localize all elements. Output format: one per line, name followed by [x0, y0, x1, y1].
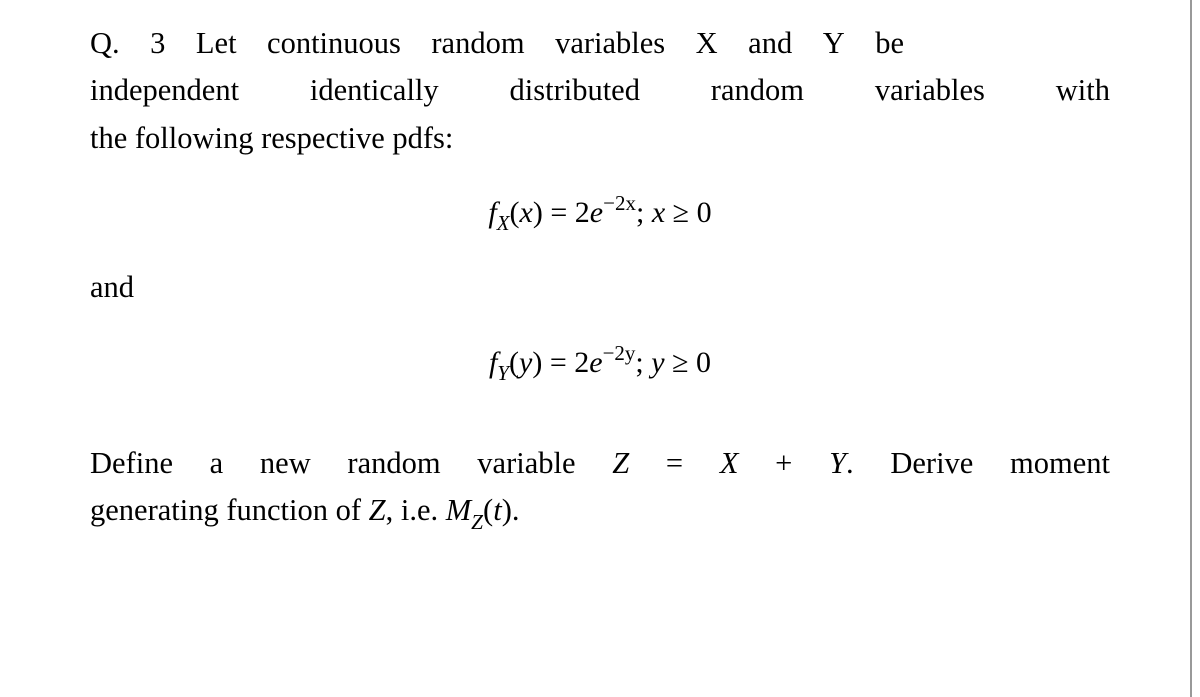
var-Z-2: Z	[369, 493, 386, 527]
var-Z-1: Z	[612, 446, 629, 480]
sym-M: M	[446, 493, 471, 527]
question-line-2: independent identically distributed rand…	[90, 67, 1110, 114]
exp-neg2x: −2x	[603, 191, 636, 215]
eq-3: =	[629, 446, 720, 480]
text-define-1b: Derive moment	[854, 446, 1110, 480]
var-X-rhs: X	[720, 446, 739, 480]
text-and: and	[90, 270, 134, 304]
question-line-1: Q. 3 Let continuous random variables X a…	[90, 20, 1110, 67]
text-q-line3: the following respective pdfs:	[90, 121, 453, 155]
text-q-line1: Q. 3 Let continuous random variables X a…	[90, 26, 904, 60]
lparen-2: (	[509, 346, 519, 379]
var-y-2: y	[651, 346, 664, 379]
period-1: .	[846, 446, 854, 480]
two-1: 2	[575, 196, 590, 229]
ge-2: ≥	[665, 346, 696, 379]
pdf-fx: fX(x) = 2e−2x; x ≥ 0	[90, 188, 1110, 239]
eq-2: =	[542, 346, 574, 379]
var-Y-rhs: Y	[829, 446, 846, 480]
rparen-2: )	[532, 346, 542, 379]
pdf-fy: fY(y) = 2e−2y; y ≥ 0	[90, 338, 1110, 389]
eq-1: =	[543, 196, 575, 229]
exp-neg2y: −2y	[603, 341, 636, 365]
question-body: Q. 3 Let continuous random variables X a…	[90, 20, 1110, 538]
sym-f: f	[488, 196, 496, 229]
sym-e-1: e	[590, 196, 603, 229]
sub-Y: Y	[497, 361, 509, 385]
var-y-1: y	[519, 346, 532, 379]
sub-X: X	[497, 211, 510, 235]
text-define-1a: Define a new random variable	[90, 446, 612, 480]
question-line-3: the following respective pdfs:	[90, 115, 1110, 162]
sym-e-2: e	[589, 346, 602, 379]
plus-1: +	[738, 446, 829, 480]
exp-neg2x-text: −2x	[603, 191, 636, 215]
lparen-1: (	[510, 196, 520, 229]
period-2: .	[512, 493, 520, 527]
zero-1: 0	[697, 196, 712, 229]
ge-1: ≥	[665, 196, 696, 229]
semi-2: ;	[635, 346, 651, 379]
define-line-2: generating function of Z, i.e. MZ(t).	[90, 487, 1110, 537]
rparen-3: )	[502, 493, 512, 527]
semi-1: ;	[636, 196, 652, 229]
text-define-2a: generating function of	[90, 493, 369, 527]
two-2: 2	[574, 346, 589, 379]
var-t: t	[493, 493, 501, 527]
text-q-line2: independent identically distributed rand…	[90, 73, 1110, 107]
text-define-2b: , i.e.	[386, 493, 446, 527]
rparen-1: )	[533, 196, 543, 229]
var-x-1: x	[520, 196, 533, 229]
var-x-2: x	[652, 196, 665, 229]
right-border	[1190, 0, 1192, 697]
lparen-3: (	[483, 493, 493, 527]
sub-Z: Z	[471, 510, 483, 534]
define-block: Define a new random variable Z = X + Y. …	[90, 440, 1110, 537]
zero-2: 0	[696, 346, 711, 379]
exp-neg2y-text: −2y	[603, 341, 636, 365]
define-line-1: Define a new random variable Z = X + Y. …	[90, 440, 1110, 487]
and-line: and	[90, 264, 1110, 311]
